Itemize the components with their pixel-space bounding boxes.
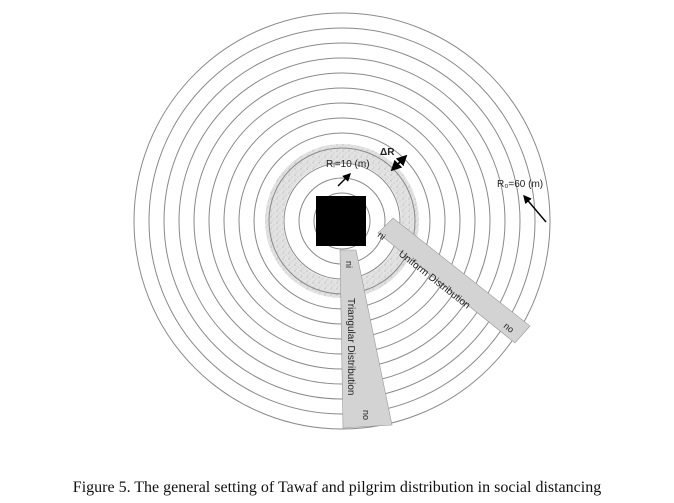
inner-radius-label: Rᵢ=10 (m) <box>326 159 370 170</box>
triangular-distribution-sector <box>339 249 393 429</box>
triangular-distribution-label: Triangular Distribution <box>345 298 356 395</box>
ring-12 <box>148 27 536 415</box>
ring-11 <box>163 42 521 400</box>
inner-radius-arrow <box>337 173 351 187</box>
outer-radius-label: R₀=60 (m) <box>497 179 543 190</box>
kaaba <box>316 196 366 246</box>
triangular-ni-label: ni <box>344 261 354 268</box>
triangular-no-label: no <box>361 410 371 420</box>
figure-caption: Figure 5. The general setting of Tawaf a… <box>72 479 602 496</box>
ring-1 <box>313 192 371 250</box>
ring-13 <box>133 12 551 430</box>
delta-r-arrow <box>390 154 408 172</box>
delta-r-label: ΔR <box>380 147 395 158</box>
outer-radius-arrow <box>523 194 547 223</box>
uniform-distribution-sector <box>377 217 531 344</box>
uniform-ni-label: ni <box>376 230 388 242</box>
uniform-no-label: no <box>502 321 516 335</box>
